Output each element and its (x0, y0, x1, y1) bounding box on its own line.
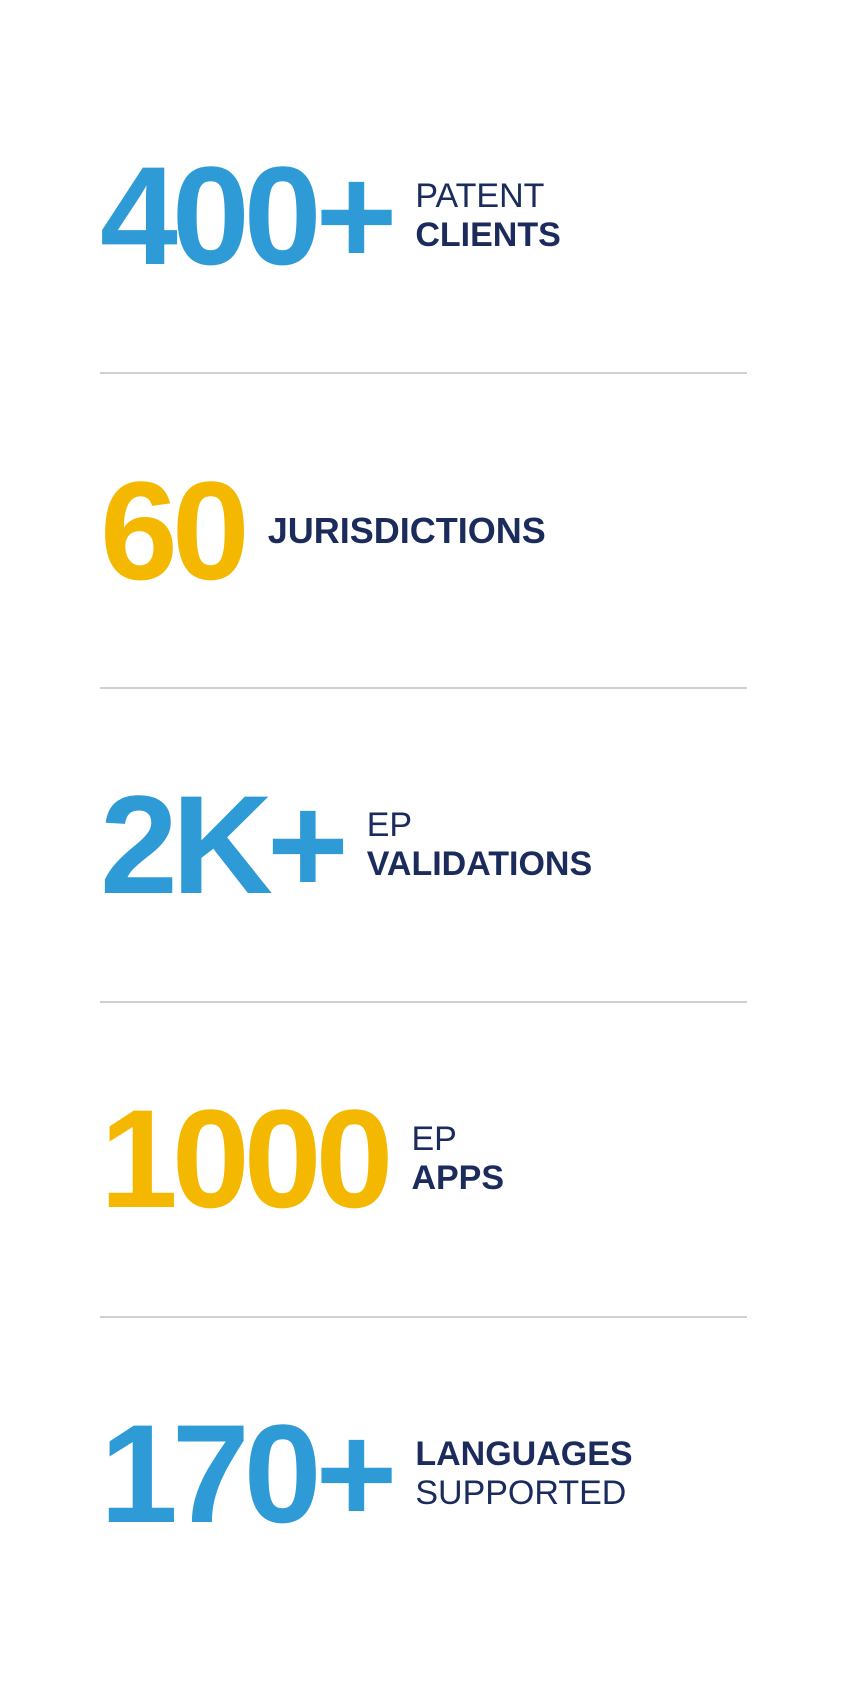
stat-number: 170+ (100, 1404, 391, 1544)
stat-row-ep-validations: 2K+ EP VALIDATIONS (100, 689, 747, 1001)
label-line-2: CLIENTS (415, 216, 560, 255)
stat-label: PATENT CLIENTS (415, 177, 560, 255)
label-line-1: EP (367, 806, 592, 845)
stat-row-ep-apps: 1000 EP APPS (100, 1003, 747, 1315)
label-single: JURISDICTIONS (268, 510, 546, 552)
stat-number: 60 (100, 461, 244, 601)
label-line-2: SUPPORTED (415, 1474, 632, 1513)
stat-label: LANGUAGES SUPPORTED (415, 1435, 632, 1513)
stat-number: 2K+ (100, 775, 343, 915)
stat-row-languages-supported: 170+ LANGUAGES SUPPORTED (100, 1318, 747, 1630)
stats-infographic: 400+ PATENT CLIENTS 60 JURISDICTIONS 2K+… (100, 60, 747, 1630)
stat-row-patent-clients: 400+ PATENT CLIENTS (100, 60, 747, 372)
stat-row-jurisdictions: 60 JURISDICTIONS (100, 374, 747, 686)
label-line-2: APPS (411, 1159, 504, 1198)
label-line-1: EP (411, 1120, 504, 1159)
stat-number: 400+ (100, 146, 391, 286)
stat-label: EP APPS (411, 1120, 504, 1198)
stat-label: EP VALIDATIONS (367, 806, 592, 884)
label-line-2: VALIDATIONS (367, 845, 592, 884)
label-line-1: LANGUAGES (415, 1435, 632, 1474)
label-line-1: PATENT (415, 177, 560, 216)
stat-label: JURISDICTIONS (268, 510, 546, 552)
stat-number: 1000 (100, 1089, 387, 1229)
